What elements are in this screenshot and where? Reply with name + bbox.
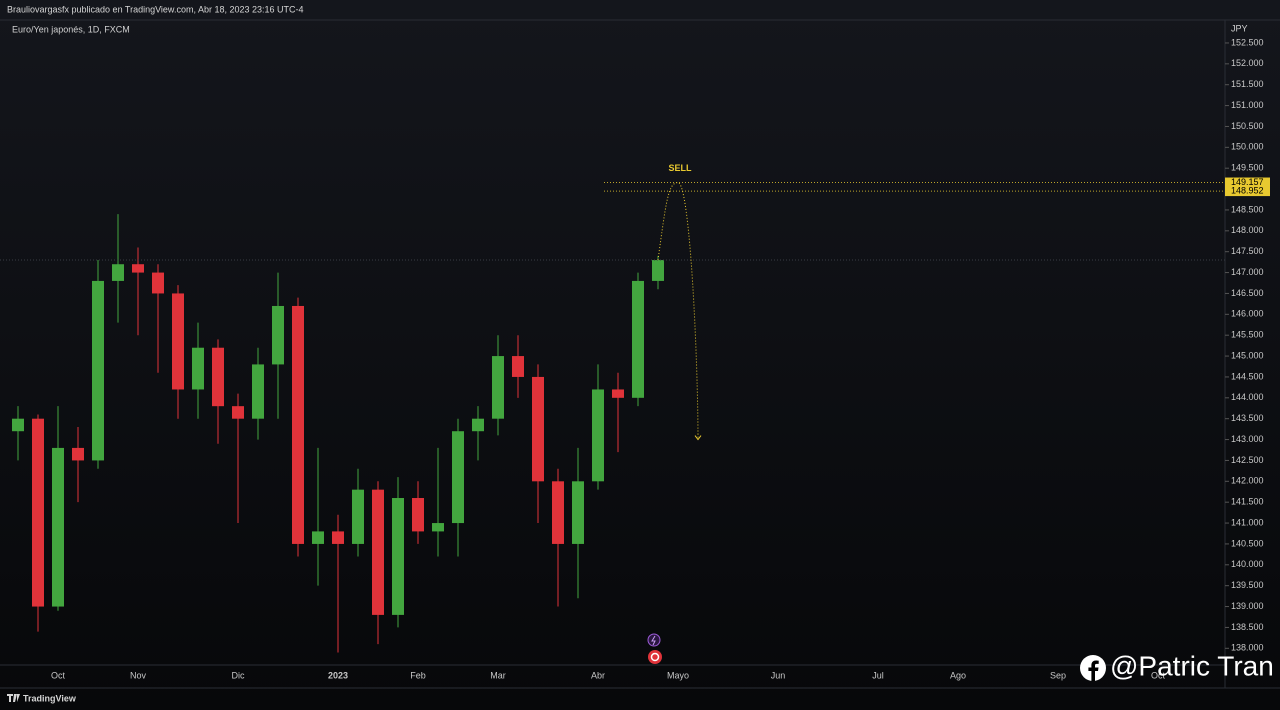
candle-body [372,489,384,615]
x-tick-label: Mayo [667,670,689,680]
watermark-icon [1088,660,1099,681]
candle-body [312,531,324,544]
candle-body [592,389,604,482]
candle-body [92,280,104,461]
y-tick-label: 147.000 [1231,267,1264,277]
price-badge-label: 149.157 [1231,177,1264,187]
x-tick-label: 2023 [328,670,348,680]
candle-body [432,523,444,532]
y-tick-label: 143.500 [1231,413,1264,423]
y-tick-label: 139.000 [1231,601,1264,611]
y-tick-label: 152.000 [1231,58,1264,68]
brand-logo [7,694,20,702]
y-tick-label: 152.500 [1231,37,1264,47]
price-badge-label: 148.952 [1231,185,1264,195]
candle-body [132,264,144,273]
candle-body [192,347,204,390]
x-tick-label: Sep [1050,670,1066,680]
candle-body [12,418,24,432]
candle-body [232,406,244,419]
watermark-text: @Patric Tran [1110,650,1274,681]
y-axis-label: JPY [1231,23,1248,33]
y-tick-label: 146.000 [1231,309,1264,319]
watermark: @Patric Tran [1080,650,1274,681]
candle-body [452,431,464,524]
event-icon [650,652,660,662]
candle-body [332,531,344,544]
y-tick-label: 148.000 [1231,225,1264,235]
y-tick-label: 145.000 [1231,350,1264,360]
y-tick-label: 148.500 [1231,204,1264,214]
candle-body [412,498,424,532]
y-tick-label: 142.000 [1231,476,1264,486]
chart-title: Euro/Yen japonés, 1D, FXCM [12,24,130,34]
y-tick-label: 151.000 [1231,100,1264,110]
x-tick-label: Feb [410,670,426,680]
y-tick-label: 143.000 [1231,434,1264,444]
y-tick-label: 138.000 [1231,643,1264,653]
brand-name: TradingView [23,693,77,703]
candle-body [532,376,544,482]
price-badge [1225,186,1270,197]
header: Brauliovargasfx publicado en TradingView… [7,4,304,14]
candle-body [72,447,84,461]
candle-body [252,364,264,419]
candle-body [492,356,504,419]
x-tick-label: Dic [232,670,245,680]
candle-body [652,260,664,281]
y-tick-label: 147.500 [1231,246,1264,256]
y-tick-label: 141.000 [1231,517,1264,527]
y-tick-label: 149.500 [1231,163,1264,173]
price-badge [1225,177,1270,188]
y-tick-label: 138.500 [1231,622,1264,632]
x-tick-label: Ago [950,670,966,680]
x-tick-label: Oct [1151,670,1166,680]
x-tick-label: Jun [771,670,786,680]
candle-body [112,264,124,281]
projection-arrow [694,435,702,441]
candle-body [392,498,404,615]
x-tick-label: Oct [51,670,66,680]
event-icon [651,635,656,646]
x-tick-label: Mar [490,670,506,680]
candle-body [552,481,564,544]
y-tick-label: 150.000 [1231,142,1264,152]
candle-body [632,280,644,398]
candle-body [292,305,304,544]
y-tick-label: 144.000 [1231,392,1264,402]
y-tick-label: 140.000 [1231,559,1264,569]
annotation-label: SELL [668,163,692,173]
candle-body [32,418,44,607]
y-tick-label: 140.500 [1231,538,1264,548]
x-tick-label: Abr [591,670,605,680]
candle-body [352,489,364,544]
x-tick-label: Nov [130,670,147,680]
y-tick-label: 151.500 [1231,79,1264,89]
y-tick-label: 139.500 [1231,580,1264,590]
y-tick-label: 142.500 [1231,455,1264,465]
y-tick-label: 145.500 [1231,330,1264,340]
y-tick-label: 144.500 [1231,371,1264,381]
y-tick-label: 141.500 [1231,497,1264,507]
event-icon [647,633,661,647]
y-tick-label: 146.500 [1231,288,1264,298]
candle-body [572,481,584,544]
candle-body [212,347,224,407]
candle-body [612,389,624,398]
candle-body [52,447,64,607]
candle-body [152,272,164,294]
event-icons [647,633,662,664]
event-icon [648,650,662,664]
y-tick-label: 150.500 [1231,121,1264,131]
candle-body [172,293,184,390]
candle-body [272,305,284,365]
x-tick-label: Jul [872,670,884,680]
candle-body [512,356,524,377]
brand: TradingView [7,693,77,703]
candle-body [472,418,484,432]
